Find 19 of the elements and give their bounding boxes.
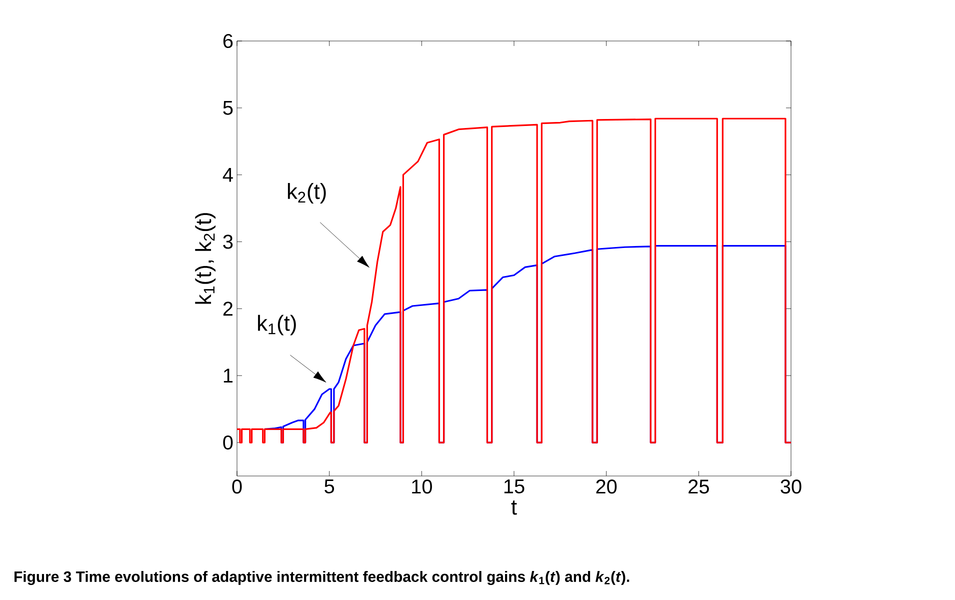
y-tick-label: 3 <box>223 234 233 249</box>
y-tick-label: 4 <box>222 168 233 182</box>
y-tick-label: 5 <box>223 100 233 115</box>
x-tick-label: 0 <box>232 480 242 494</box>
x-axis-title: t <box>511 500 517 515</box>
y-tick-label: 1 <box>224 368 233 382</box>
text: Figure 3 Time evolutions of adaptive intermittent feedback control gains k$_{1}$(t) and k$_{2}$(t). <box>14 571 630 586</box>
y-axis-title: k$_{1}$(t), k$_{2}$(t) <box>195 213 216 304</box>
x-tick-label: 5 <box>324 480 334 494</box>
y-tick-label: 6 <box>223 34 233 48</box>
x-tick-label: 30 <box>780 480 802 494</box>
annotation: k$_{2}$(t) <box>288 183 326 204</box>
x-tick-label: 10 <box>412 480 432 494</box>
x-tick-label: 20 <box>596 480 617 494</box>
y-tick-label: 2 <box>223 302 232 316</box>
x-tick-label: 25 <box>688 480 709 494</box>
x-tick-label: 15 <box>504 480 524 494</box>
annotation: k$_{1}$(t) <box>258 314 296 336</box>
y-tick-label: 0 <box>223 435 233 450</box>
